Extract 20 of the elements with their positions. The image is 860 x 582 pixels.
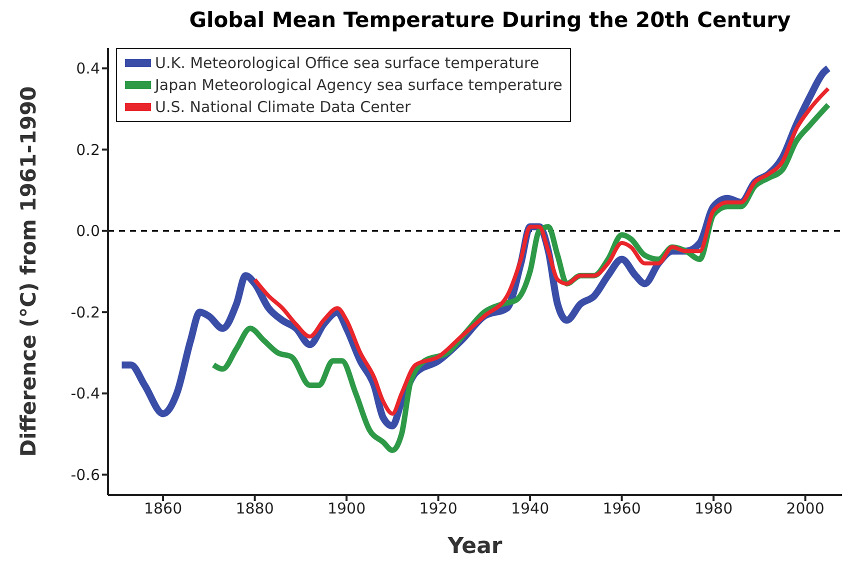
x-tick-label: 1960 xyxy=(602,500,641,518)
x-tick-label: 1860 xyxy=(144,500,182,518)
y-tick-label: -0.4 xyxy=(70,384,100,403)
legend-label: Japan Meteorological Agency sea surface temperature xyxy=(155,75,562,96)
y-tick-label: 0.4 xyxy=(76,60,100,78)
x-tick-label: 1980 xyxy=(694,500,733,518)
y-tick-label: 0.0 xyxy=(76,222,100,240)
legend-label: U.K. Meteorological Office sea surface temperature xyxy=(155,53,540,74)
y-axis-title: Difference (°C) from 1961-1990 xyxy=(16,86,40,457)
x-tick-label: 1900 xyxy=(327,500,366,518)
legend-label: U.S. National Climate Data Center xyxy=(155,97,411,118)
x-tick-label: 1880 xyxy=(236,500,274,518)
x-tick-label: 2000 xyxy=(786,500,824,518)
x-tick-label: 1940 xyxy=(510,500,550,518)
y-tick-label: 0.2 xyxy=(76,140,100,159)
chart-title: Global Mean Temperature During the 20th Century xyxy=(188,8,792,34)
y-tick-label: -0.2 xyxy=(70,303,100,322)
x-axis-title: Year xyxy=(446,534,502,559)
y-tick-label: -0.6 xyxy=(70,466,100,484)
x-tick-label: 1920 xyxy=(419,500,458,518)
